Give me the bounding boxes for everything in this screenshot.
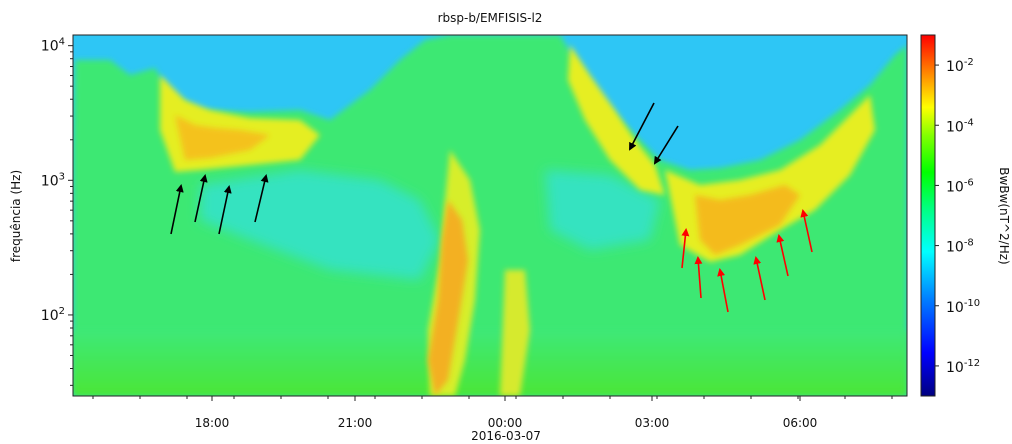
spectrogram-cyan-band-2 <box>545 170 660 250</box>
colorbar-tick-label: 10-4 <box>946 117 974 135</box>
colorbar-ticks: 10-2 10-4 10-6 10-8 10-10 10-12 <box>935 57 980 376</box>
x-axis: 18:00 21:00 00:00 03:00 06:00 <box>92 396 893 430</box>
y-tick-label: 104 <box>41 37 65 55</box>
red-arrow <box>753 256 766 301</box>
chorus-emission-right-core <box>695 185 800 255</box>
colorbar-tick-label: 10-2 <box>946 57 974 75</box>
black-arrows <box>170 102 679 235</box>
black-arrow <box>194 174 208 223</box>
x-tick-label: 00:00 <box>488 416 523 430</box>
red-arrow <box>800 209 813 253</box>
chorus-emission-left-core <box>175 115 270 160</box>
x-tick-label: 18:00 <box>195 416 230 430</box>
x-date-label: 2016-03-07 <box>471 429 541 443</box>
black-arrow <box>170 184 184 235</box>
colorbar <box>920 34 936 397</box>
spectrogram-low-band <box>73 330 907 396</box>
y-tick-label: 102 <box>41 306 65 324</box>
x-tick-label: 06:00 <box>783 416 818 430</box>
black-arrow <box>218 185 232 235</box>
red-arrow <box>717 268 729 313</box>
x-tick-label: 03:00 <box>635 416 670 430</box>
y-axis: 102 103 104 <box>41 37 73 386</box>
colorbar-tick-label: 10-8 <box>946 238 974 256</box>
red-arrows <box>681 209 813 313</box>
midnight-streak-low <box>500 270 530 396</box>
x-tick-label: 21:00 <box>338 416 373 430</box>
red-arrow <box>694 256 703 299</box>
black-arrow <box>653 125 679 165</box>
colorbar-tick-label: 10-6 <box>946 177 974 195</box>
colorbar-tick-label: 10-10 <box>946 298 980 316</box>
red-arrow <box>776 234 789 277</box>
spectrogram-image <box>73 35 907 396</box>
colorbar-tick-label: 10-12 <box>946 358 980 376</box>
y-axis-label: frequência (Hz) <box>9 170 23 262</box>
black-arrow <box>254 174 269 223</box>
chorus-emission-right-upper <box>568 45 665 195</box>
y-tick-label: 103 <box>41 171 65 189</box>
chart-title: rbsp-b/EMFISIS-l2 <box>438 11 543 25</box>
spectrogram-cyan-band <box>200 170 440 280</box>
midnight-streak-core <box>428 200 468 396</box>
black-arrow <box>629 102 655 151</box>
colorbar-label: BwBw(nT^2/Hz) <box>997 167 1011 264</box>
plot-frame <box>72 34 908 397</box>
red-arrow <box>681 228 690 269</box>
